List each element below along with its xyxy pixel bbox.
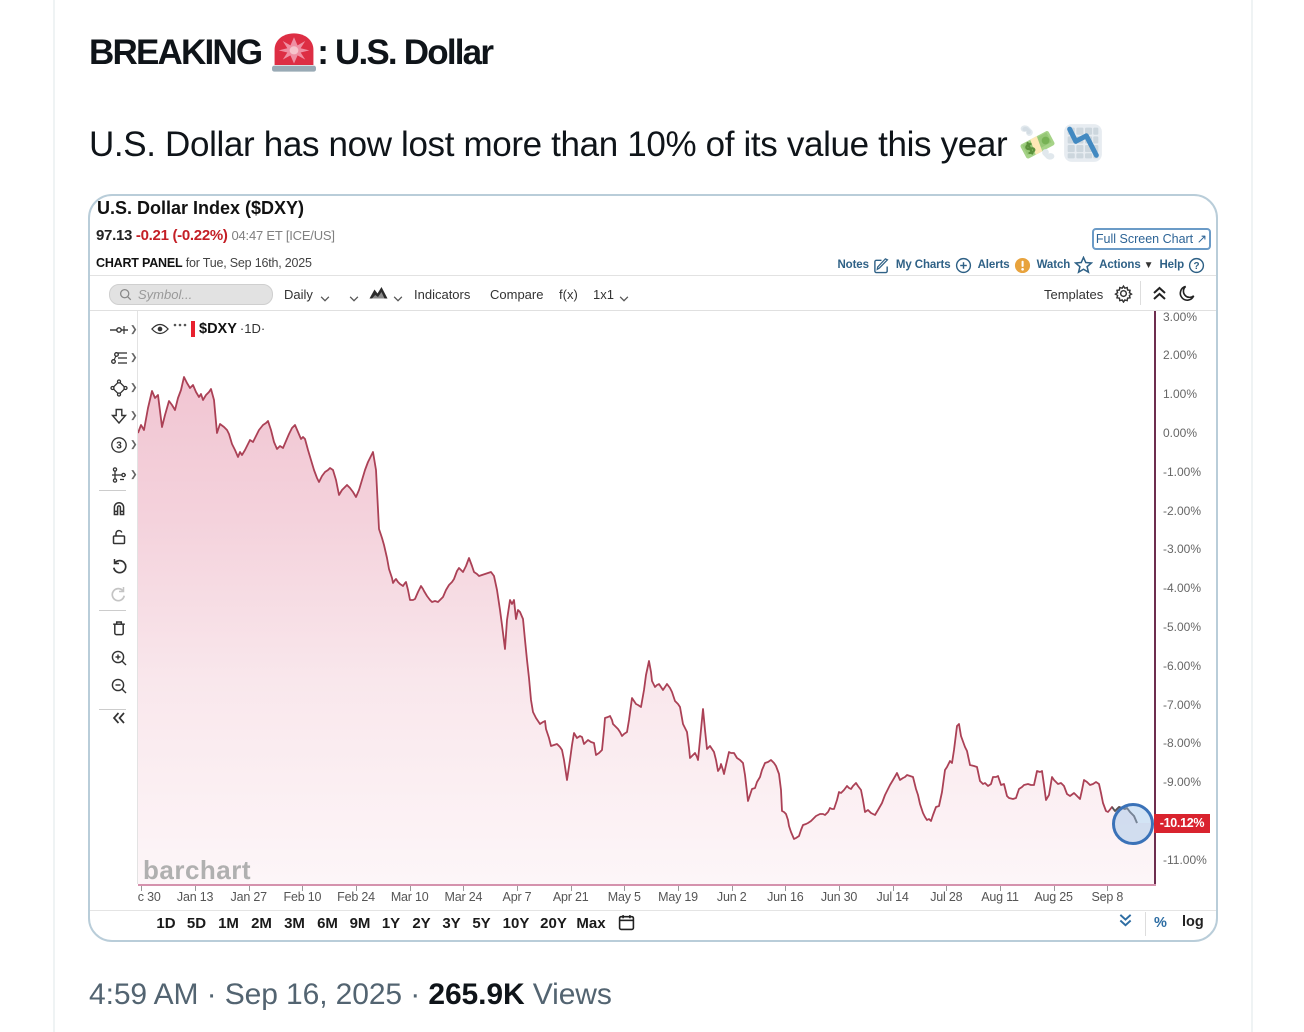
svg-text:?: ? [1194,261,1200,272]
svg-text:3: 3 [116,441,122,452]
